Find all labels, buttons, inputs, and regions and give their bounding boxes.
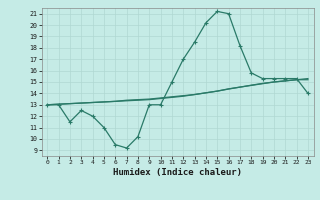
X-axis label: Humidex (Indice chaleur): Humidex (Indice chaleur)	[113, 168, 242, 177]
